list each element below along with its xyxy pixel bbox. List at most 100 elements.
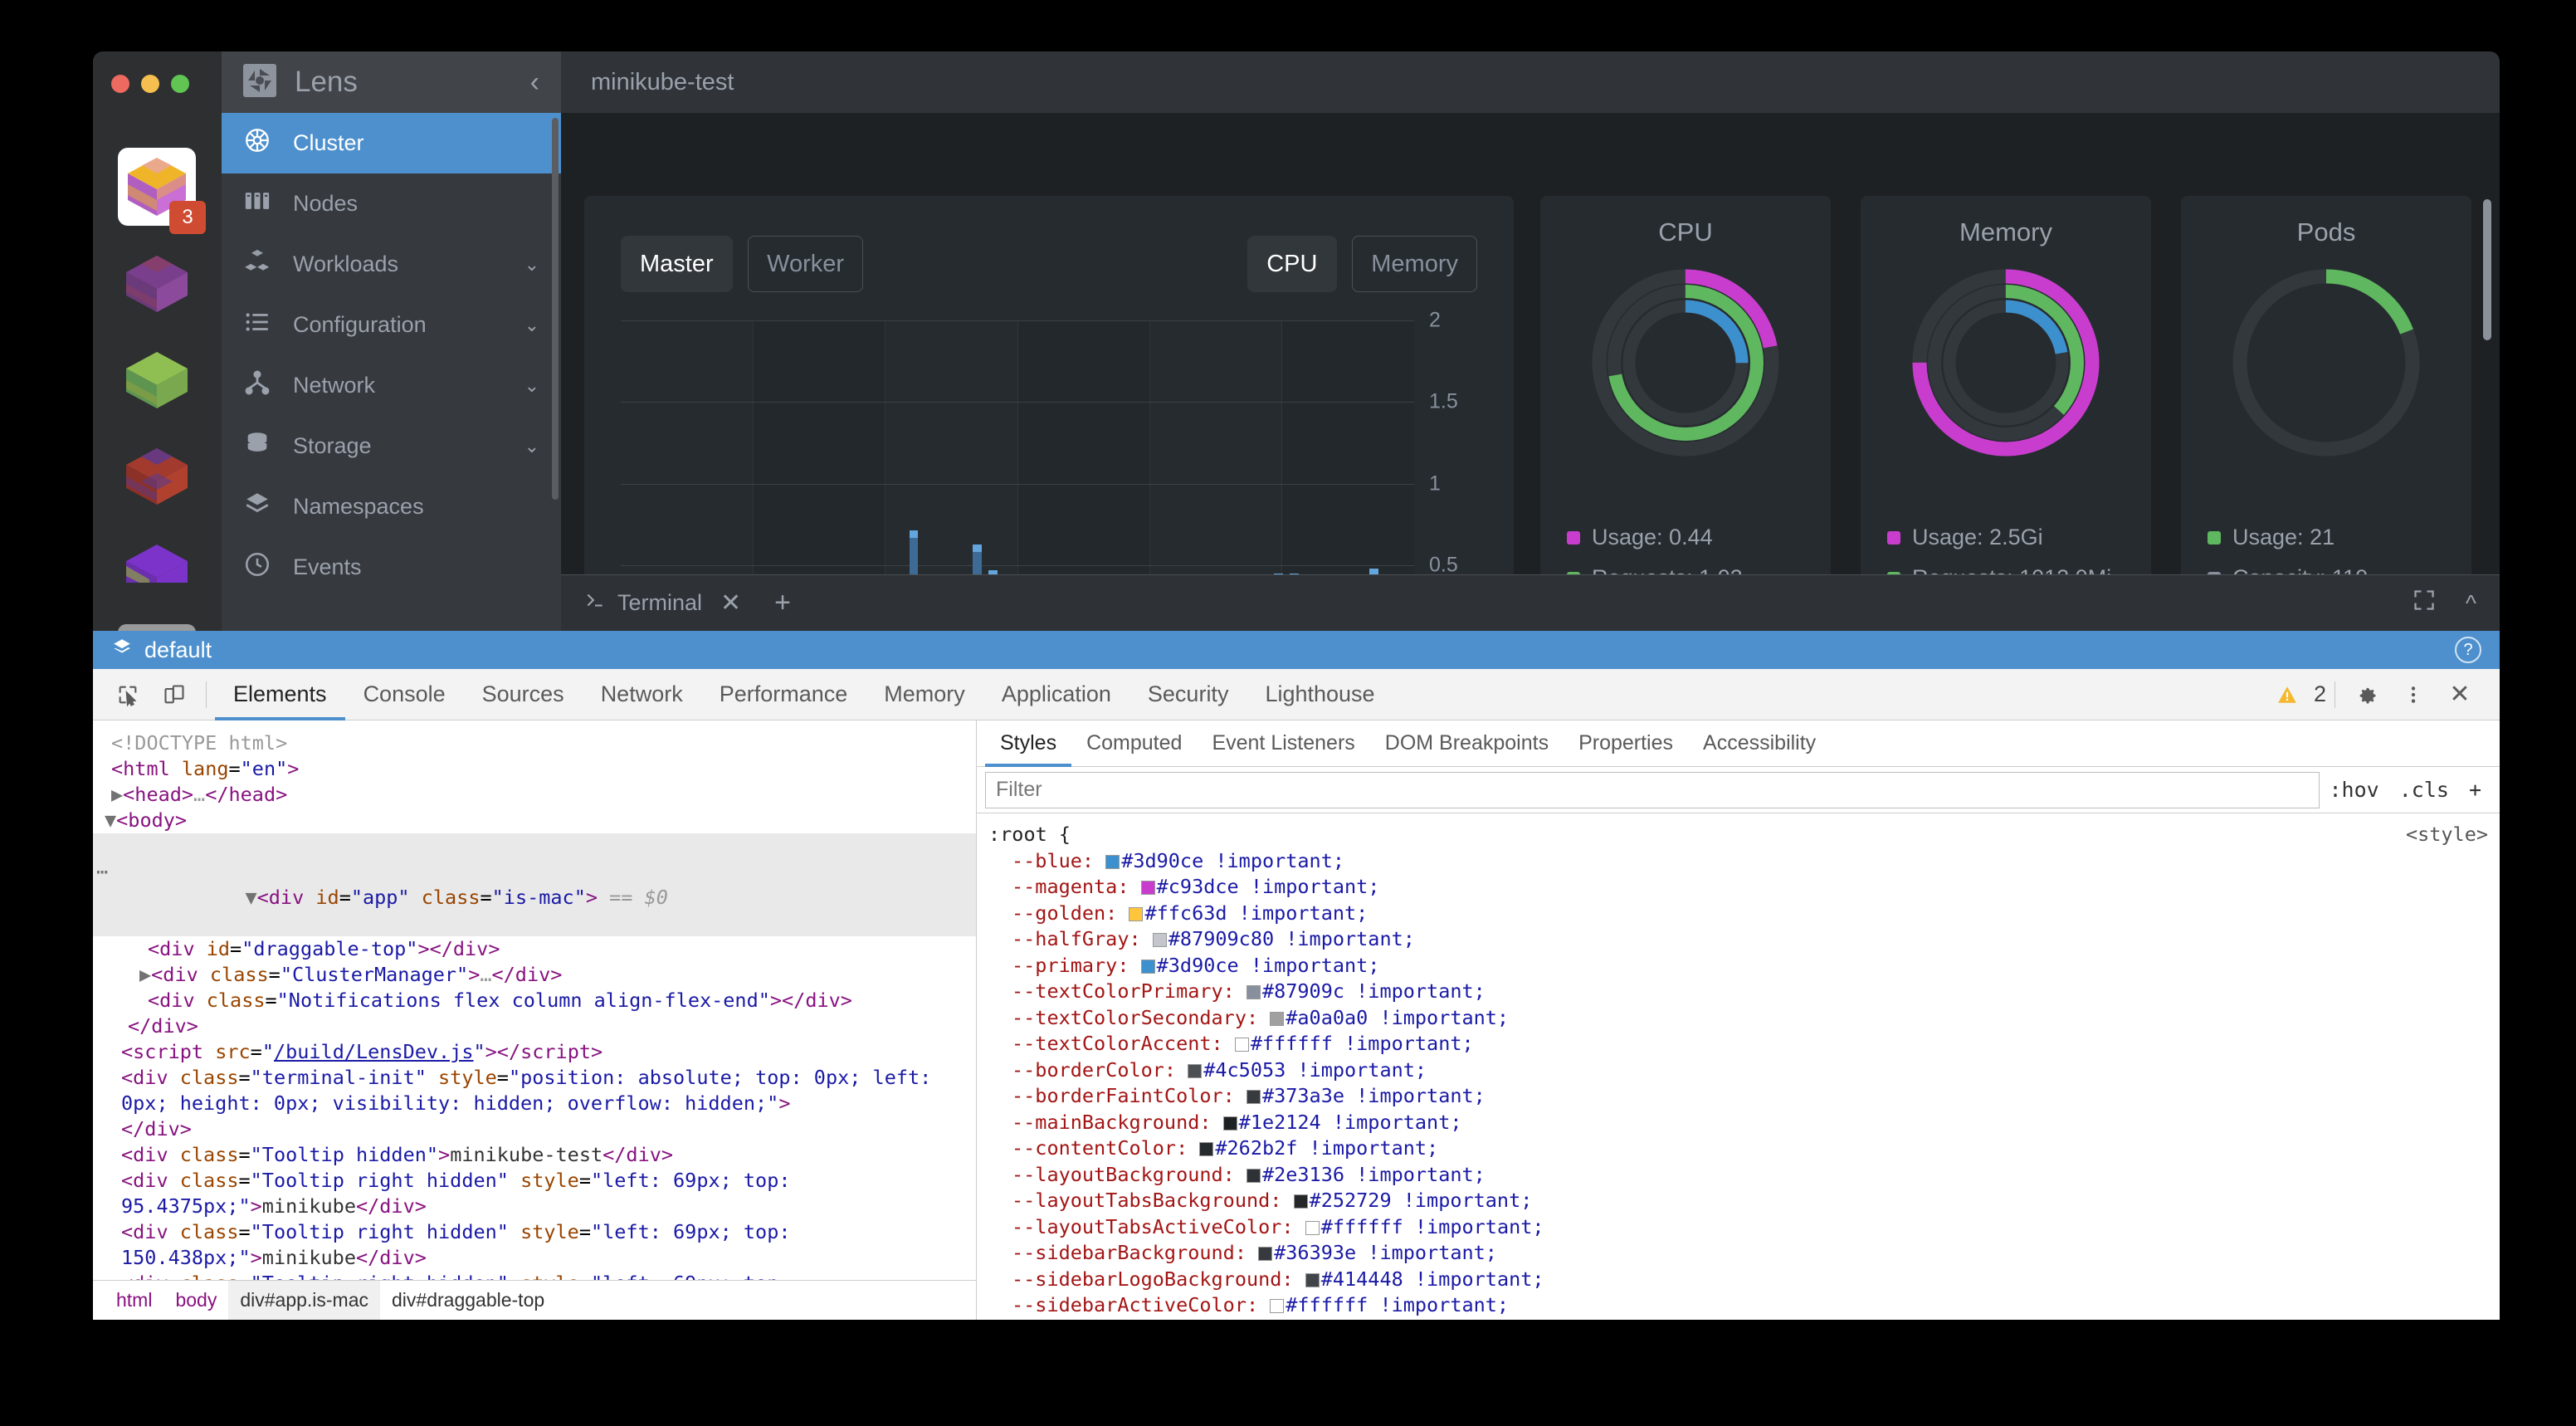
breadcrumb-draggable-top[interactable]: div#draggable-top — [392, 1289, 545, 1311]
css-declaration[interactable]: --borderFaintColor: #373a3e !important; — [977, 1083, 2500, 1110]
dom-line[interactable]: <html lang="en"> — [111, 757, 300, 780]
style-source-link[interactable]: <style> — [2405, 823, 2488, 846]
color-swatch[interactable] — [1258, 1247, 1273, 1261]
dom-line[interactable]: <script src="/build/LensDev.js"></script… — [121, 1040, 603, 1063]
css-declaration[interactable]: --sidebarBackground: #36393e !important; — [977, 1240, 2500, 1267]
dashboard-scrollbar[interactable] — [2483, 199, 2491, 340]
cluster-icon-5[interactable] — [118, 533, 196, 583]
tab-worker[interactable]: Worker — [748, 236, 864, 292]
css-declaration[interactable]: --sidebarLogoBackground: #414448 !import… — [977, 1267, 2500, 1293]
new-style-rule-button[interactable]: + — [2468, 778, 2481, 802]
tab-properties[interactable]: Properties — [1578, 731, 1674, 755]
sidebar-item-cluster[interactable]: Cluster — [222, 113, 561, 173]
tab-event-listeners[interactable]: Event Listeners — [1212, 731, 1355, 755]
tab-accessibility[interactable]: Accessibility — [1703, 731, 1817, 755]
ellipsis-icon[interactable]: ⋯ — [96, 860, 109, 883]
color-swatch[interactable] — [1105, 854, 1120, 869]
color-swatch[interactable] — [1234, 1038, 1249, 1052]
tab-lighthouse[interactable]: Lighthouse — [1265, 681, 1375, 706]
sidebar-item-events[interactable]: Events — [222, 537, 561, 598]
color-swatch[interactable] — [1293, 1194, 1308, 1209]
dom-line[interactable]: <div class="Notifications flex column al… — [148, 989, 852, 1012]
dom-line[interactable]: ▶<head>…</head> — [111, 783, 288, 806]
color-swatch[interactable] — [1222, 1116, 1237, 1131]
close-icon[interactable]: ✕ — [2449, 681, 2471, 708]
css-declaration[interactable]: --mainBackground: #1e2124 !important; — [977, 1110, 2500, 1136]
tab-sources[interactable]: Sources — [481, 681, 564, 706]
sidebar-item-configuration[interactable]: Configuration ⌄ — [222, 295, 561, 355]
color-swatch[interactable] — [1140, 959, 1155, 974]
css-declaration[interactable]: --layoutTabsBackground: #252729 !importa… — [977, 1188, 2500, 1214]
breadcrumb-body[interactable]: body — [175, 1289, 217, 1311]
window-minimize-button[interactable] — [141, 75, 159, 93]
dom-line[interactable]: </div> — [128, 1014, 198, 1038]
sidebar-item-network[interactable]: Network ⌄ — [222, 355, 561, 416]
tab-elements[interactable]: Elements — [215, 669, 345, 720]
styles-filter-input[interactable]: Filter — [985, 771, 2320, 808]
device-toolbar-icon[interactable] — [151, 683, 198, 706]
css-declaration[interactable]: --textColorAccent: #ffffff !important; — [977, 1031, 2500, 1057]
tab-security[interactable]: Security — [1147, 681, 1229, 706]
tab-styles[interactable]: Styles — [985, 720, 1071, 767]
help-icon[interactable]: ? — [2455, 637, 2481, 663]
color-swatch[interactable] — [1270, 1011, 1285, 1026]
add-cluster-button[interactable]: + — [118, 624, 196, 631]
tab-dom-breakpoints[interactable]: DOM Breakpoints — [1384, 731, 1549, 755]
tab-computed[interactable]: Computed — [1086, 731, 1183, 755]
css-declaration[interactable]: --layoutTabsActiveColor: #ffffff !import… — [977, 1214, 2500, 1241]
chevron-left-icon[interactable]: ‹ — [529, 66, 539, 98]
dom-line[interactable]: <div class="Tooltip hidden">minikube-tes… — [121, 1143, 674, 1166]
warning-triangle-icon[interactable] — [2264, 671, 2310, 718]
terminal-tab[interactable]: Terminal — [584, 589, 702, 617]
color-swatch[interactable] — [1199, 1142, 1214, 1156]
tab-memory[interactable]: Memory — [884, 681, 965, 706]
kebab-menu-icon[interactable] — [2390, 671, 2437, 718]
sidebar-item-storage[interactable]: Storage ⌄ — [222, 416, 561, 476]
cluster-icon-3[interactable] — [118, 340, 196, 418]
dom-line-selected[interactable]: ⋯ ▼<div id="app" class="is-mac"> == $0 — [93, 833, 976, 936]
dom-line[interactable]: ▶<div class="ClusterManager">…</div> — [139, 963, 563, 986]
tab-application[interactable]: Application — [1001, 681, 1111, 706]
css-declaration[interactable]: --textColorSecondary: #a0a0a0 !important… — [977, 1005, 2500, 1032]
toggle-memory[interactable]: Memory — [1352, 236, 1477, 292]
css-selector[interactable]: :root { — [988, 823, 1071, 846]
color-swatch[interactable] — [1305, 1272, 1320, 1287]
color-swatch[interactable] — [1129, 906, 1144, 921]
css-declaration[interactable]: --halfGray: #87909c80 !important; — [977, 926, 2500, 953]
dom-tree-pane[interactable]: <!DOCTYPE html> <html lang="en"> ▶<head>… — [93, 720, 977, 1320]
breadcrumb-app[interactable]: div#app.is-mac — [228, 1280, 381, 1320]
color-swatch[interactable] — [1270, 1299, 1285, 1313]
color-swatch[interactable] — [1246, 1090, 1261, 1104]
dom-line[interactable]: <!DOCTYPE html> — [111, 731, 288, 755]
dom-line[interactable]: <div id="draggable-top"></div> — [148, 937, 500, 960]
color-swatch[interactable] — [1152, 933, 1167, 947]
dom-line[interactable]: ▼<body> — [105, 808, 188, 832]
dom-line[interactable]: </div> — [121, 1117, 192, 1140]
color-swatch[interactable] — [1140, 881, 1155, 895]
css-declaration[interactable]: --borderColor: #4c5053 !important; — [977, 1057, 2500, 1084]
plus-icon[interactable]: + — [774, 587, 792, 618]
color-swatch[interactable] — [1246, 1168, 1261, 1183]
breadcrumb-html[interactable]: html — [116, 1289, 153, 1311]
color-swatch[interactable] — [1188, 1063, 1203, 1078]
close-icon[interactable]: ✕ — [720, 589, 742, 617]
hover-state-button[interactable]: :hov — [2329, 778, 2379, 802]
css-declaration[interactable]: --sidebarActiveColor: #ffffff !important… — [977, 1292, 2500, 1319]
sidebar-item-workloads[interactable]: Workloads ⌄ — [222, 234, 561, 295]
css-declaration[interactable]: --layoutBackground: #2e3136 !important; — [977, 1162, 2500, 1189]
color-swatch[interactable] — [1246, 985, 1261, 999]
css-declaration[interactable]: --magenta: #c93dce !important; — [977, 874, 2500, 901]
sidebar-item-nodes[interactable]: Nodes — [222, 173, 561, 234]
window-maximize-button[interactable] — [171, 75, 189, 93]
tab-performance[interactable]: Performance — [719, 681, 848, 706]
color-swatch[interactable] — [1305, 1220, 1320, 1235]
class-toggle-button[interactable]: .cls — [2398, 778, 2449, 802]
dom-line[interactable]: <div class="Tooltip right hidden" style=… — [121, 1169, 803, 1218]
chevron-up-icon[interactable]: ^ — [2465, 589, 2476, 616]
css-declaration[interactable]: --contentColor: #262b2f !important; — [977, 1135, 2500, 1162]
cluster-icon-4[interactable] — [118, 437, 196, 515]
dom-line[interactable]: <div class="Tooltip right hidden" style=… — [121, 1220, 803, 1269]
toggle-cpu[interactable]: CPU — [1247, 236, 1337, 292]
sidebar-scrollbar[interactable] — [552, 118, 559, 500]
css-declaration[interactable]: --textColorPrimary: #87909c !important; — [977, 979, 2500, 1005]
